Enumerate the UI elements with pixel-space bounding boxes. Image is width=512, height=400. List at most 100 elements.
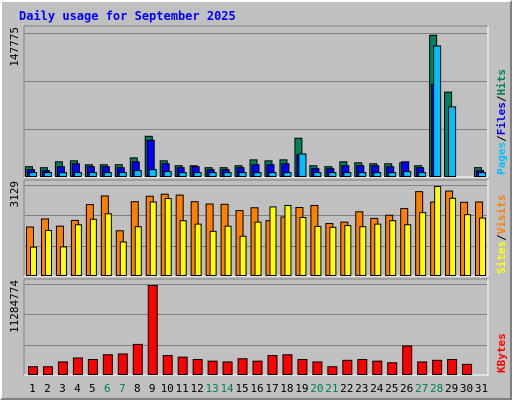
y-max-label-hits_files_pages: 147775 (8, 27, 21, 67)
bar-sites-day-30 (464, 214, 472, 276)
bar-pages-day-11 (178, 172, 187, 177)
x-tick-label-day-27: 27 (415, 382, 428, 395)
x-tick-label-day-13: 13 (205, 382, 218, 395)
bar-kbytes-day-1 (28, 366, 38, 375)
bar-kbytes-day-21 (327, 366, 338, 375)
bar-pages-day-9 (148, 169, 157, 177)
bar-kbytes-day-19 (297, 359, 308, 376)
x-tick-label-day-9: 9 (149, 382, 156, 395)
bar-kbytes-day-2 (42, 366, 53, 375)
bar-kbytes-day-26 (402, 345, 413, 375)
bar-kbytes-day-12 (192, 359, 203, 376)
legend-entry: / (495, 135, 508, 142)
x-tick-label-day-3: 3 (59, 382, 66, 395)
bar-pages-day-21 (328, 172, 337, 177)
bar-sites-day-29 (449, 197, 457, 276)
bar-pages-day-8 (133, 170, 142, 178)
bar-pages-day-16 (253, 172, 262, 177)
chart-title: Daily usage for September 2025 (19, 9, 236, 23)
bar-sites-day-16 (254, 221, 262, 277)
bar-sites-day-2 (44, 229, 52, 277)
bar-pages-day-1 (29, 172, 37, 177)
x-tick-label-day-5: 5 (89, 382, 96, 395)
legend-entry: Sites (495, 241, 508, 274)
bar-kbytes-day-8 (132, 343, 143, 376)
bar-kbytes-day-13 (207, 360, 218, 376)
bar-sites-day-14 (224, 225, 232, 276)
bar-sites-day-7 (119, 241, 127, 276)
bar-sites-day-8 (134, 226, 142, 277)
legend-entry: Pages (495, 142, 508, 175)
bar-pages-day-3 (58, 172, 67, 177)
bar-kbytes-day-9 (147, 285, 158, 375)
x-tick-label-day-19: 19 (295, 382, 308, 395)
bar-pages-day-18 (283, 172, 292, 177)
bar-sites-day-1 (30, 246, 37, 277)
bar-sites-day-19 (299, 217, 307, 277)
bar-pages-day-2 (43, 172, 52, 177)
x-tick-label-day-4: 4 (74, 382, 81, 395)
bar-sites-day-5 (89, 218, 97, 276)
bar-kbytes-day-17 (267, 355, 278, 375)
bar-kbytes-day-30 (462, 363, 473, 375)
bar-kbytes-day-7 (117, 353, 128, 375)
bar-kbytes-day-15 (237, 358, 248, 376)
bar-sites-day-3 (59, 246, 67, 276)
bar-sites-day-20 (314, 225, 322, 276)
bar-pages-day-12 (193, 172, 202, 177)
bar-pages-day-14 (223, 172, 232, 177)
bar-sites-day-31 (479, 217, 487, 276)
y-max-label-visits_sites: 3129 (8, 181, 21, 208)
legend-entry: Files (495, 102, 508, 135)
bar-kbytes-day-4 (72, 357, 83, 375)
bar-sites-day-27 (419, 212, 427, 277)
bar-sites-day-9 (149, 201, 157, 276)
x-tick-label-day-11: 11 (176, 382, 189, 395)
bar-kbytes-day-25 (387, 362, 398, 375)
x-tick-label-day-7: 7 (119, 382, 126, 395)
bar-sites-day-15 (239, 235, 247, 276)
bar-sites-day-21 (329, 226, 337, 276)
bar-pages-day-15 (238, 172, 247, 177)
x-tick-label-day-30: 30 (460, 382, 473, 395)
legend-entry: Visits (495, 195, 508, 235)
bar-kbytes-day-23 (357, 359, 368, 376)
bar-sites-day-26 (404, 224, 412, 277)
bar-sites-day-6 (104, 213, 112, 277)
bar-kbytes-day-24 (372, 360, 383, 376)
x-tick-label-day-22: 22 (340, 382, 353, 395)
bar-pages-day-26 (403, 171, 412, 177)
x-tick-label-day-29: 29 (445, 382, 458, 395)
x-tick-label-day-17: 17 (265, 382, 278, 395)
bar-sites-day-17 (269, 206, 277, 276)
x-tick-label-day-12: 12 (191, 382, 204, 395)
bar-sites-day-23 (359, 226, 367, 277)
x-tick-label-day-8: 8 (134, 382, 141, 395)
x-tick-label-day-14: 14 (220, 382, 234, 395)
x-tick-label-day-21: 21 (325, 382, 338, 395)
bar-sites-day-12 (194, 223, 202, 276)
bar-kbytes-day-27 (417, 361, 428, 375)
bar-pages-day-22 (343, 172, 352, 177)
bar-pages-day-29 (448, 106, 457, 177)
x-tick-label-day-25: 25 (385, 382, 398, 395)
bar-kbytes-day-11 (177, 356, 188, 376)
x-tick-label-day-15: 15 (235, 382, 248, 395)
bar-pages-day-7 (118, 172, 127, 177)
panel-hits_files_pages (24, 26, 488, 177)
bar-pages-day-28 (433, 45, 442, 177)
legend-hits_files_pages: Pages/Files/Hits (495, 69, 508, 175)
bar-kbytes-day-10 (162, 355, 173, 375)
bar-sites-day-4 (74, 224, 82, 277)
x-tick-label-day-23: 23 (355, 382, 368, 395)
y-max-label-kbytes: 11284774 (8, 280, 21, 333)
bar-kbytes-day-18 (282, 354, 293, 376)
bar-kbytes-day-28 (432, 359, 443, 375)
legend-entry: Hits (495, 69, 508, 96)
bar-pages-day-24 (373, 172, 382, 177)
bar-sites-day-11 (179, 220, 187, 276)
x-tick-label-day-28: 28 (430, 382, 443, 395)
x-tick-label-day-26: 26 (400, 382, 413, 395)
bar-kbytes-day-22 (342, 359, 353, 375)
